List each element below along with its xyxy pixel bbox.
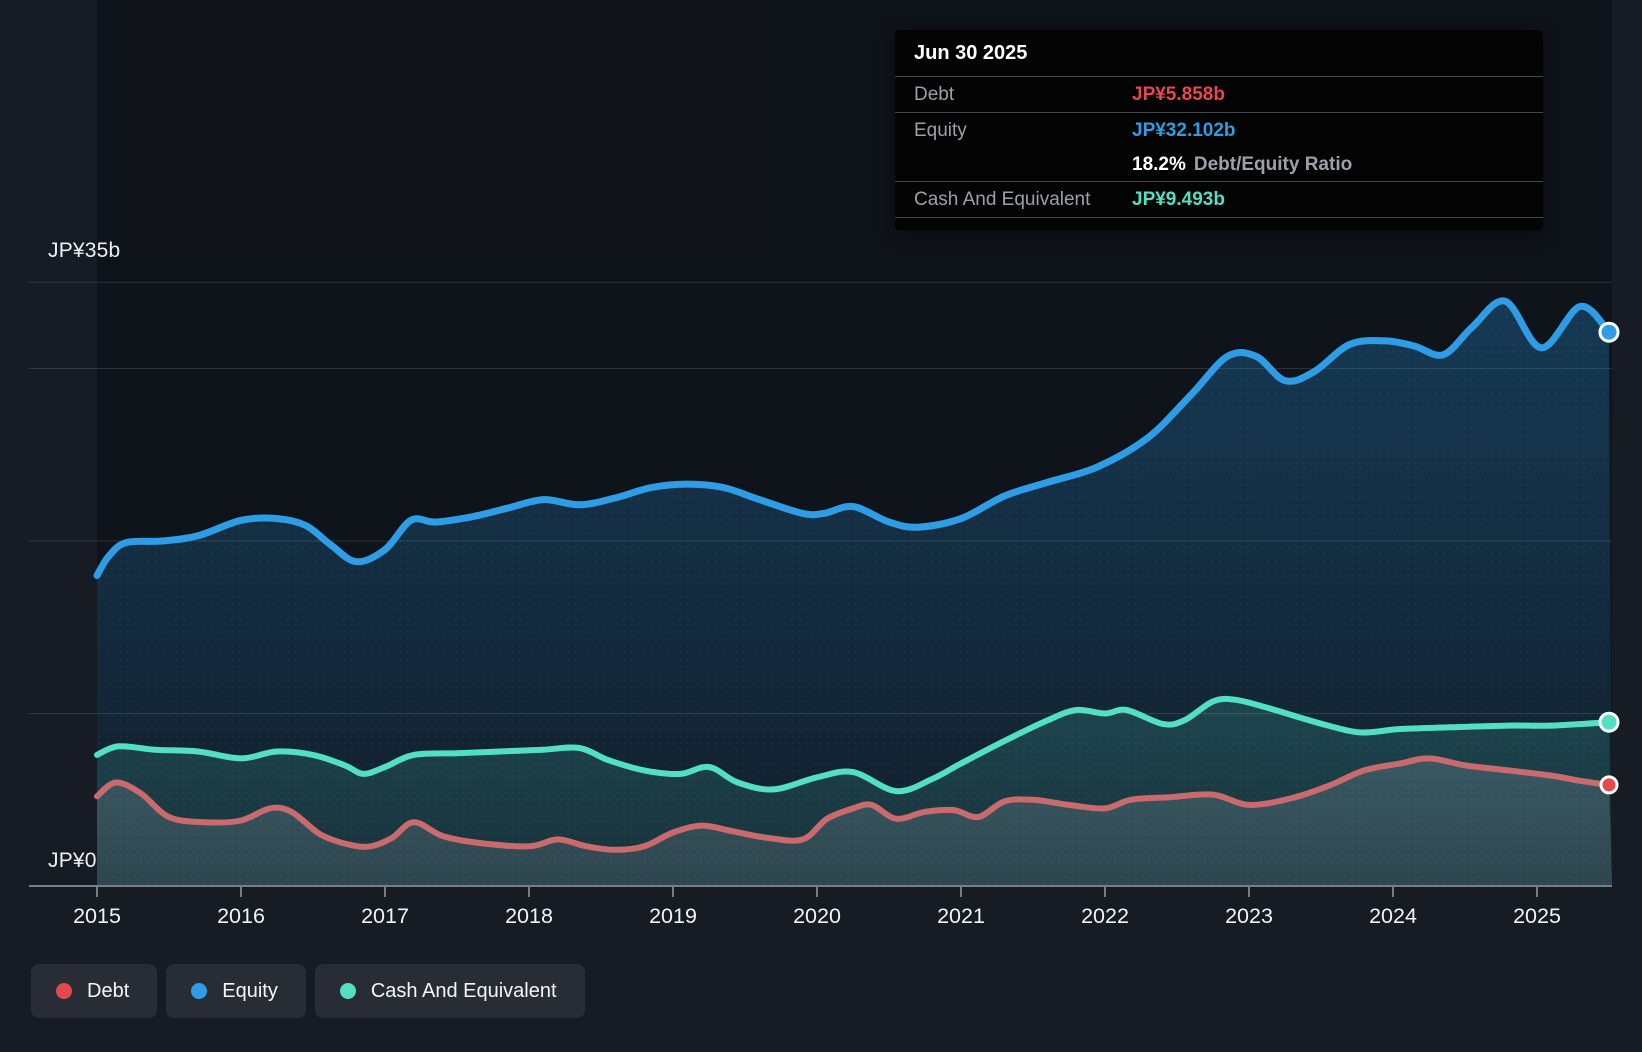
tooltip-row-equity: Equity JP¥32.102b bbox=[895, 112, 1543, 148]
x-tick-label-2018: 2018 bbox=[505, 904, 553, 928]
x-tick-label-2017: 2017 bbox=[361, 904, 409, 928]
x-tick-label-2019: 2019 bbox=[649, 904, 697, 928]
series-line-equity bbox=[93, 297, 1613, 579]
tooltip-debt-value: JP¥5.858b bbox=[1132, 83, 1225, 105]
legend-item-cash[interactable]: Cash And Equivalent bbox=[314, 964, 585, 1018]
fill-texture bbox=[97, 300, 1612, 886]
x-tick-label-2020: 2020 bbox=[793, 904, 841, 928]
y-axis-label-zero: JP¥0 bbox=[48, 849, 97, 872]
cash-series-dot-icon bbox=[339, 983, 356, 999]
tooltip-date: Jun 30 2025 bbox=[914, 41, 1028, 64]
tooltip-ratio-value: 18.2% bbox=[1132, 153, 1186, 175]
equity-series-dot-icon bbox=[191, 983, 208, 999]
x-tick-label-2021: 2021 bbox=[937, 904, 985, 928]
tooltip-equity-label: Equity bbox=[914, 119, 967, 141]
x-tick-label-2024: 2024 bbox=[1369, 904, 1417, 928]
endpoint-marker-cash-and-equivalent[interactable] bbox=[1598, 711, 1620, 733]
x-tick-label-2023: 2023 bbox=[1225, 904, 1273, 928]
endpoint-marker-debt[interactable] bbox=[1599, 775, 1619, 795]
legend-label-cash: Cash And Equivalent bbox=[370, 979, 557, 1002]
x-tick-label-2016: 2016 bbox=[217, 904, 265, 928]
tooltip-equity-value: JP¥32.102b bbox=[1132, 119, 1236, 141]
tooltip-debt-label: Debt bbox=[914, 83, 955, 105]
endpoint-marker-equity[interactable] bbox=[1598, 321, 1620, 343]
tooltip: Jun 30 2025 Debt JP¥5.858b Equity JP¥32.… bbox=[895, 30, 1543, 230]
x-tick-label-2015: 2015 bbox=[73, 904, 121, 928]
x-tick-label-2025: 2025 bbox=[1513, 904, 1561, 928]
tooltip-row-debt: Debt JP¥5.858b bbox=[895, 76, 1543, 112]
series-line-cash-and-equivalent bbox=[94, 695, 1612, 795]
tooltip-cash-label: Cash And Equivalent bbox=[914, 188, 1091, 210]
tooltip-ratio-suffix: Debt/Equity Ratio bbox=[1193, 153, 1353, 175]
legend-label-equity: Equity bbox=[222, 979, 278, 1002]
x-tick-label-2022: 2022 bbox=[1081, 904, 1129, 928]
y-axis-label-top: JP¥35b bbox=[48, 239, 121, 262]
legend-label-debt: Debt bbox=[87, 979, 130, 1002]
legend-item-equity[interactable]: Equity bbox=[166, 964, 306, 1018]
legend-item-debt[interactable]: Debt bbox=[31, 964, 158, 1018]
debt-series-dot-icon bbox=[56, 983, 72, 999]
tooltip-cash-value: JP¥9.493b bbox=[1132, 188, 1225, 210]
tooltip-row-cash: Cash And Equivalent JP¥9.493b bbox=[895, 181, 1543, 217]
tooltip-row-ratio: 18.2% Debt/Equity Ratio bbox=[895, 148, 1543, 181]
series-line-debt bbox=[94, 755, 1612, 853]
legend: Debt Equity Cash And Equivalent bbox=[31, 964, 585, 1018]
